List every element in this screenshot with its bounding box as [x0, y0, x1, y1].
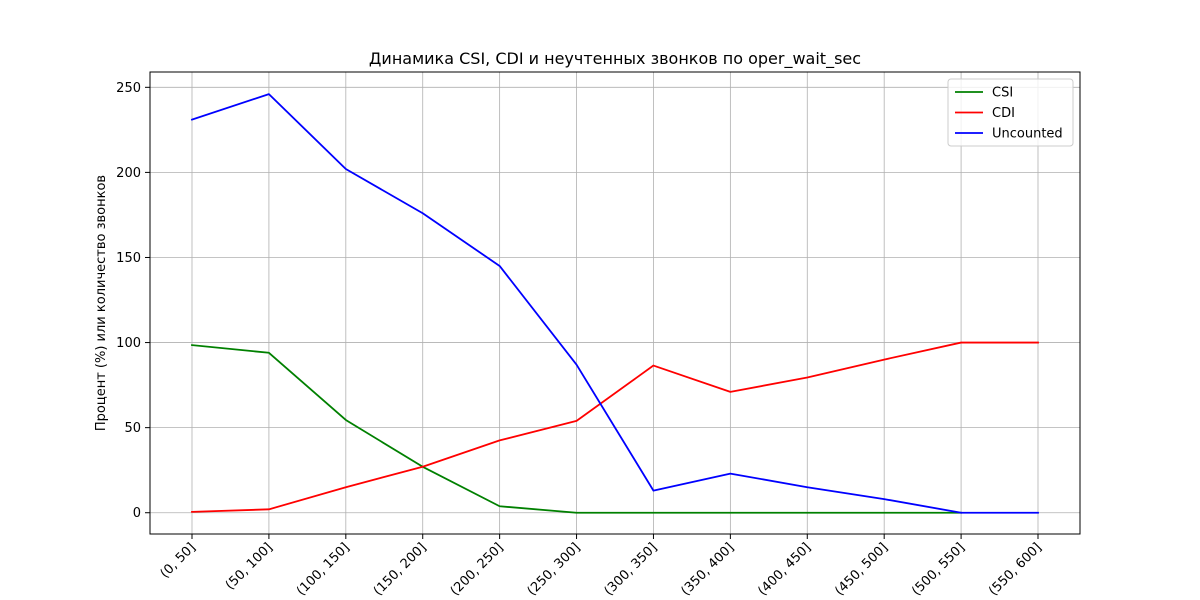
y-axis-label: Процент (%) или количество звонков	[94, 175, 109, 431]
legend-label-csi: CSI	[992, 86, 1013, 101]
x-tick-label: (200, 250]	[448, 540, 507, 599]
y-tick-label: 0	[133, 506, 141, 521]
y-tick-label: 200	[116, 166, 141, 181]
chart-title: Динамика CSI, CDI и неучтенных звонков п…	[369, 49, 861, 69]
x-tick-label: (250, 300]	[525, 540, 584, 599]
x-tick-label: (550, 600]	[986, 540, 1045, 599]
y-tick-label: 250	[116, 81, 141, 96]
plot-area-background	[150, 72, 1080, 534]
x-tick-label: (300, 350]	[602, 540, 661, 599]
legend-label-cdi: CDI	[992, 106, 1015, 121]
series-line-cdi	[191, 341, 1039, 513]
x-tick-label: (100, 150]	[294, 540, 353, 599]
x-tick-label: (450, 500]	[832, 540, 891, 599]
y-tick-label: 150	[116, 251, 141, 266]
x-tick-label: (150, 200]	[371, 540, 430, 599]
x-tick-label: (500, 550]	[909, 540, 968, 599]
legend-box	[947, 78, 1074, 147]
x-tick-label: (0, 50]	[158, 540, 199, 581]
series-line-csi	[191, 344, 962, 514]
x-tick-label: (50, 100]	[223, 540, 276, 593]
x-tick-label: (350, 400]	[678, 540, 737, 599]
y-tick-label: 100	[116, 336, 141, 351]
legend-label-uncounted: Uncounted	[992, 127, 1063, 142]
series-lines	[190, 93, 1039, 514]
y-tick-label: 50	[124, 421, 141, 436]
series-line-uncounted	[190, 93, 1039, 514]
x-tick-label: (400, 450]	[755, 540, 814, 599]
plot-frame	[149, 71, 1081, 535]
legend: CSI CDI Uncounted	[947, 78, 1074, 147]
